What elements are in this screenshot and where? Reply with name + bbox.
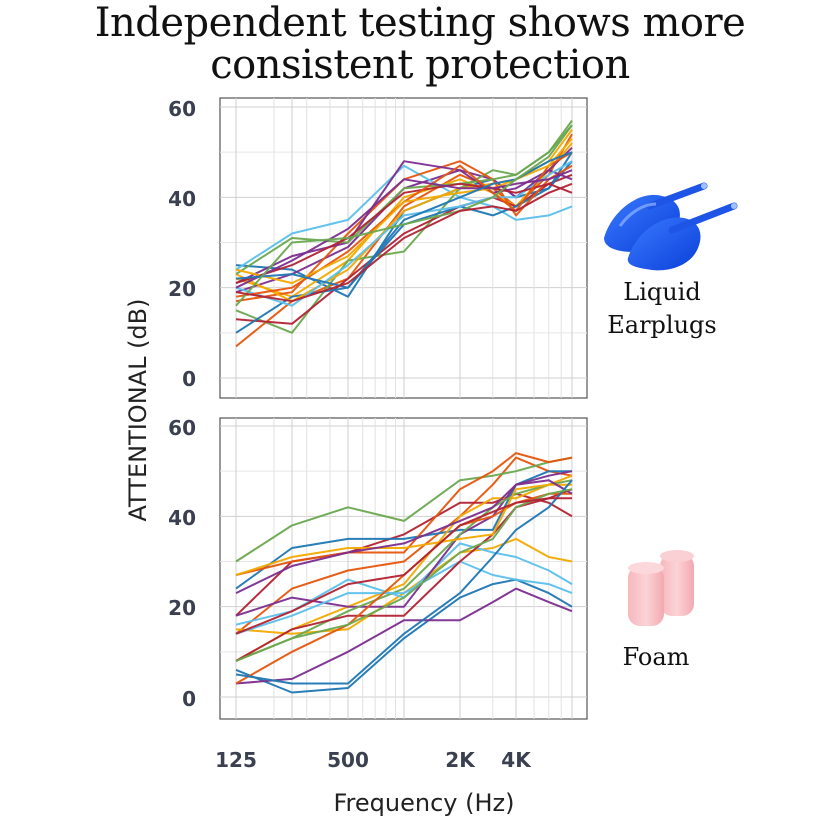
y-tick-label: 60 (168, 97, 196, 121)
x-axis-label: Frequency (Hz) (334, 789, 515, 817)
foam-panel (219, 417, 588, 720)
y-axis-ticks-top: 60 40 20 0 (168, 97, 196, 391)
liquid-earplugs-panel (219, 97, 588, 399)
liquid-earplugs-label-line2: Earplugs (607, 311, 716, 339)
series-line (235, 169, 573, 289)
series-line (235, 470, 572, 590)
series-line (235, 160, 573, 303)
chart-title: Independent testing shows more consisten… (0, 2, 840, 86)
x-tick-label: 2K (445, 748, 476, 772)
series-line (235, 497, 572, 635)
series-line (235, 456, 573, 563)
title-line-1: Independent testing shows more (94, 0, 746, 46)
x-tick-label: 125 (215, 748, 257, 772)
series-line (235, 479, 573, 595)
series-line (235, 587, 573, 685)
y-tick-label: 0 (182, 687, 196, 711)
series-line (235, 474, 573, 662)
x-axis-ticks: 125 500 2K 4K (215, 748, 532, 772)
series-line (235, 182, 573, 285)
series-line (235, 488, 573, 662)
foam-label: Foam (623, 643, 690, 671)
y-tick-label: 40 (168, 187, 196, 211)
y-tick-label: 20 (168, 596, 196, 620)
liquid-earplugs-image (604, 182, 738, 271)
series-line (235, 452, 573, 576)
x-tick-label: 4K (501, 748, 532, 772)
title-line-2: consistent protection (210, 42, 630, 88)
foam-earplugs-image (628, 550, 694, 626)
series-line (235, 151, 573, 289)
y-axis-label: ATTENTIONAL (dB) (124, 299, 152, 522)
y-tick-label: 0 (182, 367, 196, 391)
y-tick-label: 40 (168, 506, 196, 530)
y-tick-label: 20 (168, 277, 196, 301)
series-line (235, 578, 573, 694)
y-tick-label: 60 (168, 416, 196, 440)
series-line (235, 483, 572, 576)
series-line (235, 488, 573, 662)
series-line (235, 479, 573, 662)
series-line (235, 137, 573, 285)
series-line (235, 479, 573, 685)
y-axis-ticks-bottom: 60 40 20 0 (168, 416, 196, 711)
x-tick-label: 500 (327, 748, 369, 772)
series-line (235, 160, 573, 285)
liquid-earplugs-label-line1: Liquid (623, 278, 700, 306)
series-line (235, 182, 573, 303)
